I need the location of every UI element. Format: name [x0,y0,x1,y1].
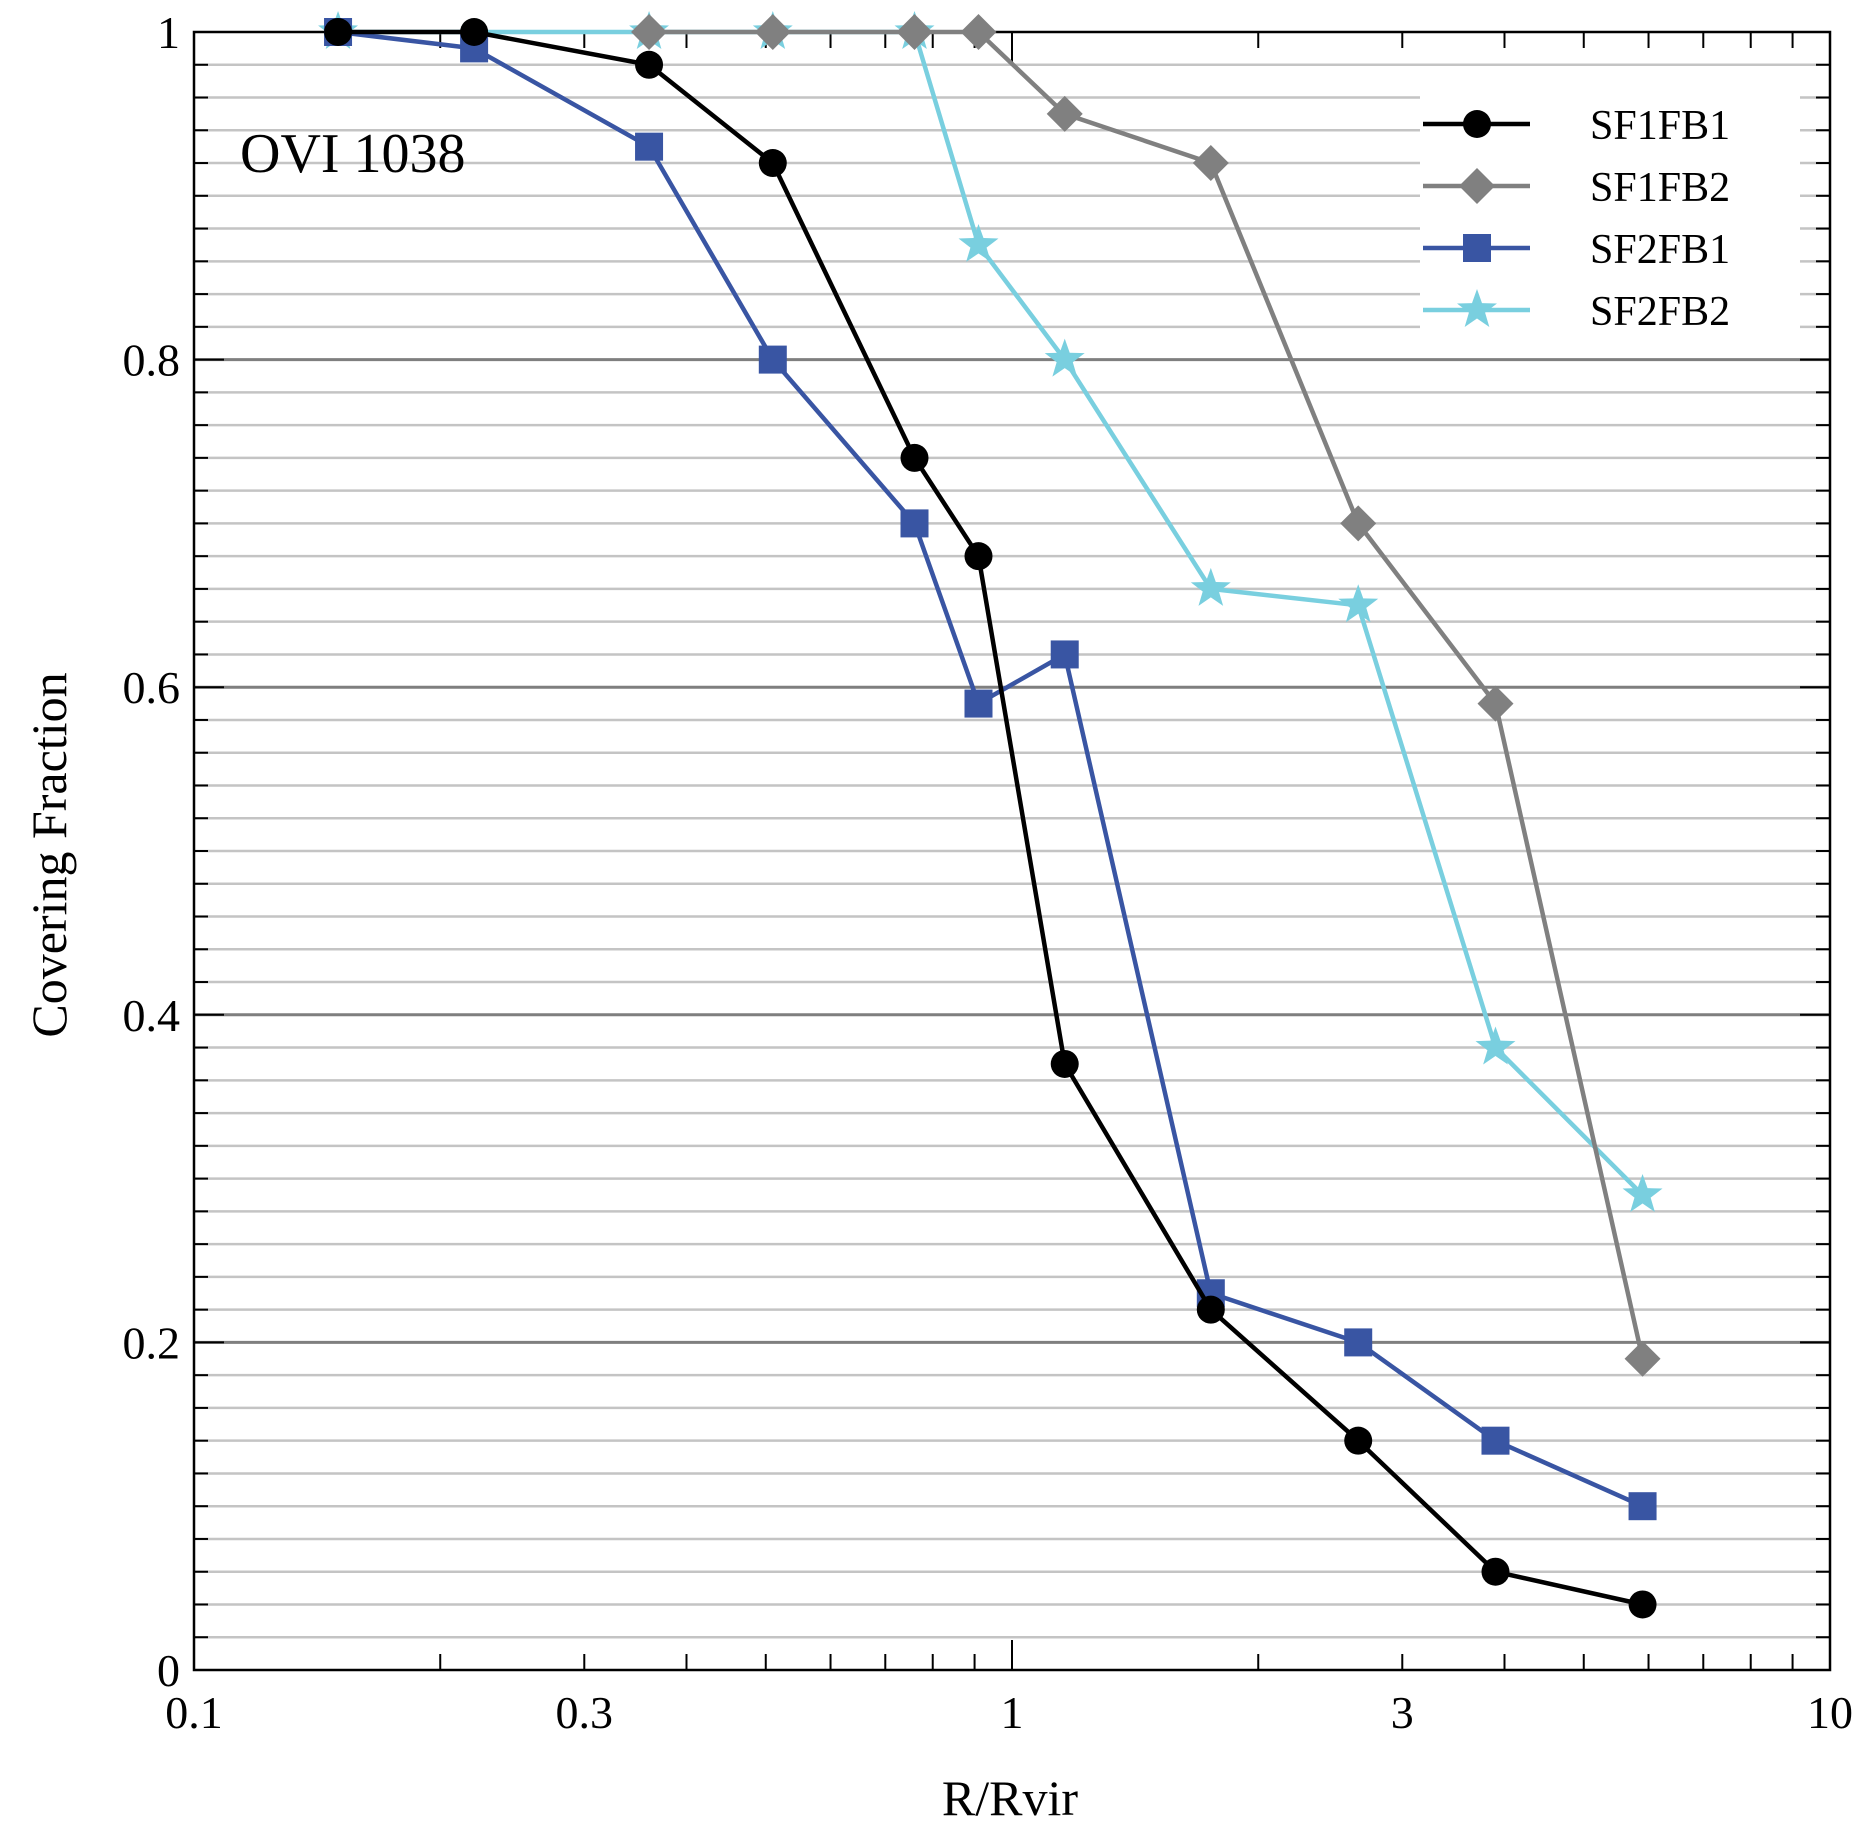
x-tick-label: 10 [1807,1687,1853,1738]
legend-label: SF2FB1 [1590,227,1730,273]
data-point [1340,505,1377,542]
x-tick-label: 1 [1001,1687,1024,1738]
legend-marker [1463,234,1491,262]
data-point [1624,1340,1661,1377]
data-point [1628,1590,1657,1619]
y-tick-label: 0.2 [123,1317,181,1368]
data-point [758,345,787,374]
legend-marker [1463,110,1491,138]
chart-annotation: OVI 1038 [240,123,466,185]
legend-item: SF1FB1 [1423,103,1730,149]
data-point [1344,1426,1373,1455]
data-point [896,14,933,50]
data-point [635,50,664,79]
data-point [460,18,489,46]
legend-label: SF2FB2 [1590,289,1730,335]
data-point [958,223,999,262]
data-point [1190,567,1231,606]
data-point [754,14,791,50]
legend-item: SF2FB2 [1423,289,1730,335]
legend-label: SF1FB2 [1590,165,1730,211]
data-point [1628,1492,1657,1521]
data-point [1338,584,1379,623]
data-point [324,18,353,46]
data-point [1192,145,1229,182]
y-tick-label: 0 [157,1645,180,1696]
data-point [1344,1328,1373,1357]
x-tick-label: 0.3 [556,1687,614,1738]
y-axis-label: Covering Fraction [21,672,77,1037]
y-tick-label: 1 [157,7,180,58]
data-point [758,149,787,178]
data-point [900,509,929,538]
data-point [635,132,664,161]
series-group [318,11,1663,1619]
data-point [631,14,668,50]
legend: SF1FB1 SF1FB2 SF2FB1 SF2FB2 [1420,92,1800,335]
axis-ticks [193,31,1831,1671]
x-tick-label: 3 [1391,1687,1414,1738]
plot-frame [192,30,1832,1672]
data-point [1050,1049,1079,1078]
data-point [1050,640,1079,669]
legend-item: SF2FB1 [1423,227,1730,273]
legend-marker [1457,289,1497,327]
x-tick-label: 0.1 [165,1687,223,1738]
data-point [1622,1173,1663,1212]
x-axis-label: R/Rvir [942,1770,1078,1826]
data-point [1477,685,1514,722]
data-point [1481,1426,1510,1455]
data-point [1475,1026,1516,1065]
data-point [1481,1557,1510,1586]
data-point [960,14,997,50]
y-tick-label: 0.6 [123,662,181,713]
series-SF1FB1 [324,18,1657,1619]
legend-label: SF1FB1 [1590,103,1730,149]
data-point [1044,338,1085,377]
data-point [1196,1295,1225,1324]
data-point [1046,95,1083,132]
legend-marker [1459,168,1495,204]
y-tick-label: 0.4 [123,990,181,1041]
tick-labels: 0.1 0.3 1 3 10 0 0.2 0.4 0.6 0.8 1 [123,7,1854,1738]
data-point [964,542,993,571]
data-point [900,443,929,472]
series-SF1FB2 [631,14,1661,1377]
data-point [964,689,993,718]
y-tick-label: 0.8 [123,335,181,386]
legend-item: SF1FB2 [1423,165,1730,211]
